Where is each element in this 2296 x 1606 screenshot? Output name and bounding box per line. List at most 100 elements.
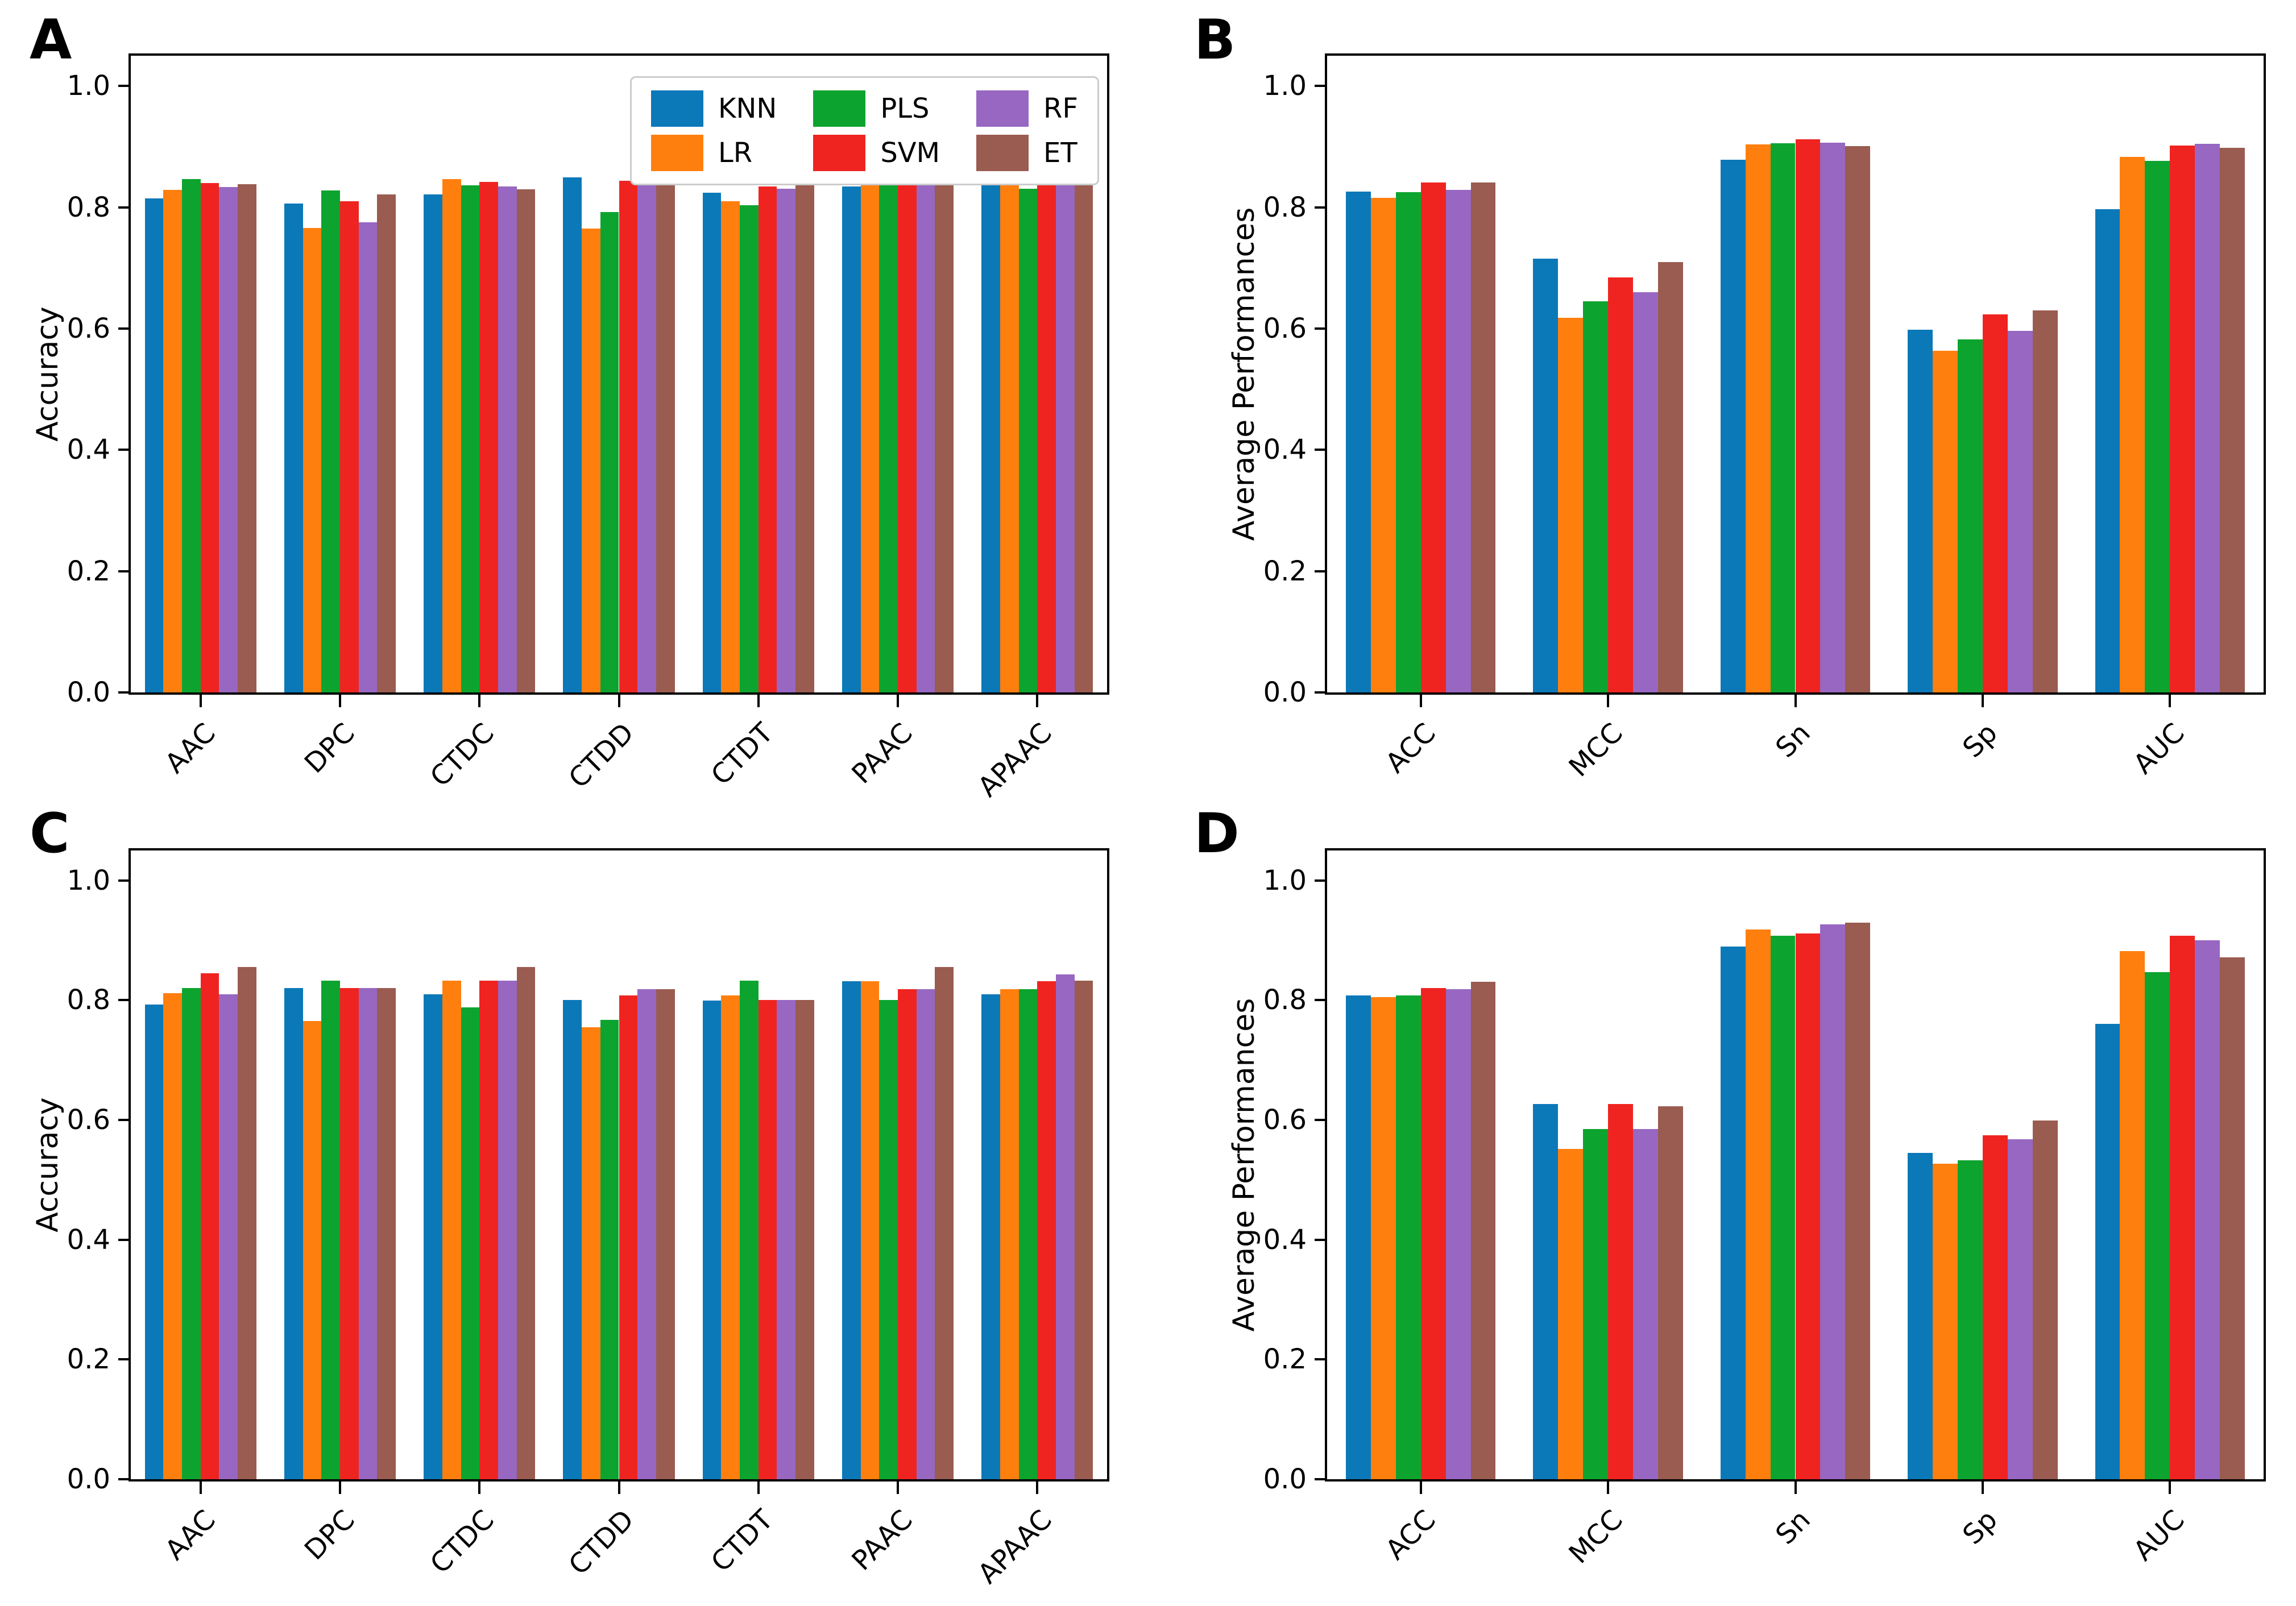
x-tick-label: PAAC: [846, 717, 919, 790]
bar-pls-paac: [879, 184, 898, 692]
bar-knn-sp: [1908, 330, 1933, 692]
bar-et-ctdd: [656, 989, 675, 1479]
bar-rf-paac: [916, 179, 935, 692]
bar-svm-ctdc: [479, 181, 498, 692]
bar-et-acc: [1470, 981, 1496, 1479]
x-tick-label: APAAC: [972, 717, 1059, 803]
y-tick: [1315, 879, 1327, 882]
bar-et-aac: [238, 967, 256, 1479]
legend-label-pls: PLS: [880, 93, 930, 125]
bar-lr-sn: [1745, 929, 1771, 1479]
bar-et-paac: [935, 967, 954, 1479]
x-tick: [897, 1479, 900, 1494]
y-tick: [1315, 1478, 1327, 1480]
x-tick-label: CTDT: [704, 717, 780, 792]
y-tick: [1315, 206, 1327, 209]
x-tick: [338, 1479, 341, 1494]
y-tick: [118, 449, 131, 451]
x-tick-label: MCC: [1563, 1504, 1629, 1570]
bar-pls-acc: [1395, 995, 1421, 1479]
bar-knn-apaac: [981, 994, 1000, 1479]
bar-et-mcc: [1657, 262, 1683, 692]
bar-et-auc: [2220, 148, 2245, 692]
bar-rf-aac: [219, 187, 238, 692]
x-tick-label: APAAC: [972, 1504, 1059, 1590]
x-tick-label: DPC: [298, 717, 361, 780]
bar-et-apaac: [1074, 980, 1093, 1479]
x-tick: [1981, 1479, 1984, 1494]
bar-rf-ctdd: [637, 183, 656, 692]
x-tick-label: AUC: [2127, 717, 2191, 781]
bar-lr-auc: [2120, 951, 2145, 1479]
y-axis-label-a: Accuracy: [31, 306, 65, 442]
panel-letter-c: C: [30, 802, 70, 865]
bar-svm-sn: [1795, 933, 1821, 1479]
legend-item-rf: RF: [976, 90, 1078, 127]
bar-lr-paac: [860, 981, 880, 1479]
bar-et-ctdt: [795, 1000, 814, 1479]
bar-rf-ctdd: [637, 989, 656, 1479]
bar-rf-ctdc: [498, 980, 517, 1479]
y-tick: [118, 879, 131, 882]
y-tick-label: 0.2: [67, 555, 110, 587]
bar-svm-dpc: [339, 201, 359, 692]
x-tick: [1794, 1479, 1797, 1494]
x-tick: [1607, 1479, 1610, 1494]
x-tick-label: MCC: [1563, 717, 1629, 783]
y-tick-label: 0.0: [67, 677, 110, 708]
bar-rf-sp: [2007, 331, 2033, 692]
bar-et-auc: [2220, 957, 2245, 1479]
legend-item-pls: PLS: [813, 90, 940, 127]
y-tick-label: 0.4: [67, 434, 110, 466]
bar-et-dpc: [377, 194, 396, 692]
legend-label-knn: KNN: [718, 93, 777, 125]
bar-knn-ctdt: [702, 193, 722, 692]
bar-lr-aac: [163, 993, 182, 1479]
y-tick-label: 1.0: [1263, 864, 1307, 897]
bar-pls-mcc: [1583, 1128, 1609, 1479]
bar-et-aac: [238, 184, 256, 692]
x-tick: [1607, 692, 1610, 707]
x-tick: [1419, 1479, 1422, 1494]
x-tick-label: CTDD: [562, 717, 640, 795]
y-tick: [118, 999, 131, 1002]
x-tick: [2169, 1479, 2171, 1494]
x-tick: [478, 1479, 481, 1494]
bar-lr-paac: [860, 181, 880, 692]
legend-label-lr: LR: [718, 137, 753, 169]
bar-lr-acc: [1370, 197, 1396, 692]
bar-svm-sp: [1982, 1135, 2008, 1479]
bar-knn-sn: [1720, 946, 1746, 1479]
plot-area-a: Accuracy 0.0 0.2 0.4 0.6 0.8 1.0 AAC DPC CTDC CTD…: [31, 53, 1109, 803]
bar-rf-sn: [1820, 142, 1846, 692]
bar-lr-aac: [163, 189, 182, 692]
bar-svm-paac: [898, 177, 917, 692]
y-tick-label: 0.6: [1263, 313, 1307, 345]
y-tick: [1315, 691, 1327, 694]
bar-pls-sp: [1957, 339, 1983, 692]
bar-knn-acc: [1345, 191, 1371, 692]
y-tick: [118, 85, 131, 88]
x-tick: [2169, 692, 2171, 707]
y-axis-label-b: Average Performances: [1227, 207, 1261, 541]
bar-lr-mcc: [1558, 1148, 1584, 1479]
x-tick-label: Sn: [1769, 1504, 1817, 1551]
y-tick-label: 0.4: [67, 1223, 110, 1256]
x-tick: [478, 692, 481, 707]
bar-pls-apaac: [1018, 989, 1038, 1479]
legend-swatch-lr: [651, 135, 704, 171]
bar-rf-ctdt: [777, 188, 796, 692]
bar-lr-ctdc: [442, 179, 461, 692]
y-tick-label: 1.0: [67, 70, 110, 102]
x-tick-label: PAAC: [846, 1504, 919, 1577]
bar-svm-auc: [2170, 145, 2195, 692]
legend-swatch-pls: [813, 90, 866, 127]
bar-pls-auc: [2145, 972, 2170, 1479]
y-tick: [1315, 1119, 1327, 1121]
bar-svm-paac: [898, 989, 917, 1479]
y-tick: [118, 1358, 131, 1361]
x-tick: [338, 692, 341, 707]
bar-svm-mcc: [1608, 277, 1633, 692]
x-tick: [617, 1479, 620, 1494]
bar-knn-dpc: [284, 988, 303, 1479]
